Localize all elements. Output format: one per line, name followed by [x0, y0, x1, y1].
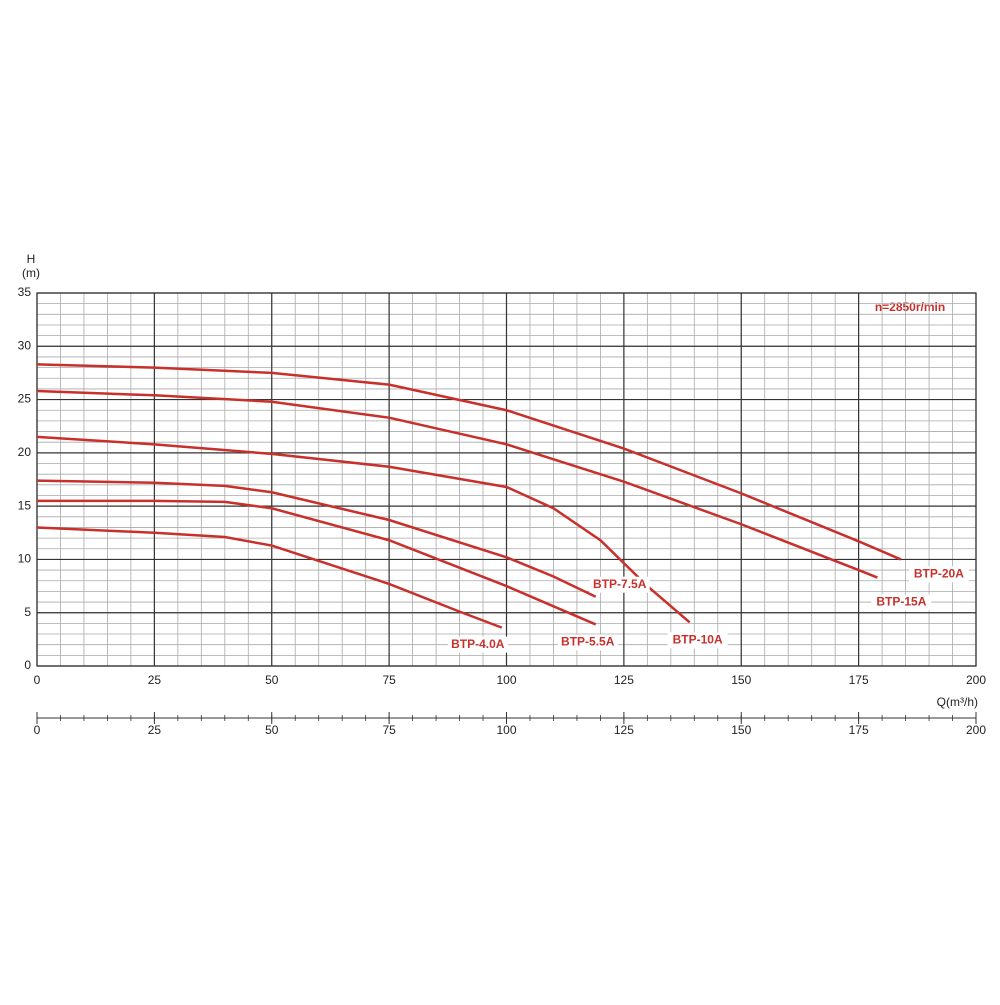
x-tick-label: 0 — [34, 673, 41, 687]
x2-tick-label: 50 — [265, 723, 279, 737]
y-tick-label: 15 — [18, 498, 32, 512]
label-bg — [589, 576, 650, 593]
annotation: n=2850r/min — [875, 300, 945, 314]
y-unit: (m) — [22, 266, 40, 280]
x-tick-label: 150 — [731, 673, 751, 687]
x-tick-label: 25 — [148, 673, 162, 687]
label-bg — [557, 634, 618, 651]
series-line — [37, 499, 597, 626]
y-tick-label: 20 — [18, 445, 32, 459]
x-tick-label: 50 — [265, 673, 279, 687]
x-tick-label: 175 — [849, 673, 869, 687]
series-label: BTP-10A — [673, 632, 723, 646]
label-bg — [908, 566, 969, 583]
y-tick-label: 25 — [18, 392, 32, 406]
x-label: Q(m³/h) — [937, 695, 978, 709]
y-tick-label: 30 — [18, 338, 32, 352]
series-label: BTP-5.5A — [561, 635, 615, 649]
series-label: BTP-15A — [876, 595, 926, 609]
series-line — [36, 526, 503, 629]
y-tick-label: 0 — [24, 658, 31, 672]
y-label: H — [27, 252, 36, 266]
x-tick-label: 75 — [382, 673, 396, 687]
series-line — [36, 435, 691, 624]
x-tick-label: 200 — [966, 673, 986, 687]
plot-frame — [36, 292, 977, 667]
x-tick-label: 125 — [614, 673, 634, 687]
x2-tick-label: 200 — [966, 723, 986, 737]
label-bg — [667, 632, 728, 649]
label-bg — [447, 636, 508, 653]
series-line — [36, 479, 597, 598]
x2-tick-label: 175 — [849, 723, 869, 737]
y-tick-label: 10 — [18, 552, 32, 566]
x2-tick-label: 100 — [496, 723, 516, 737]
series-line — [36, 363, 902, 561]
x2-tick-label: 0 — [34, 723, 41, 737]
label-bg — [871, 594, 932, 611]
series-label: BTP-4.0A — [451, 637, 505, 651]
y-tick-label: 35 — [18, 285, 32, 299]
x-tick-label: 100 — [496, 673, 516, 687]
series-line — [36, 389, 878, 579]
series-label: BTP-7.5A — [593, 577, 647, 591]
series-label: BTP-20A — [914, 567, 964, 581]
x2-tick-label: 25 — [148, 723, 162, 737]
x2-tick-label: 75 — [382, 723, 396, 737]
annotation-bg — [864, 298, 956, 316]
x2-tick-label: 125 — [614, 723, 634, 737]
x2-tick-label: 150 — [731, 723, 751, 737]
y-tick-label: 5 — [24, 605, 31, 619]
